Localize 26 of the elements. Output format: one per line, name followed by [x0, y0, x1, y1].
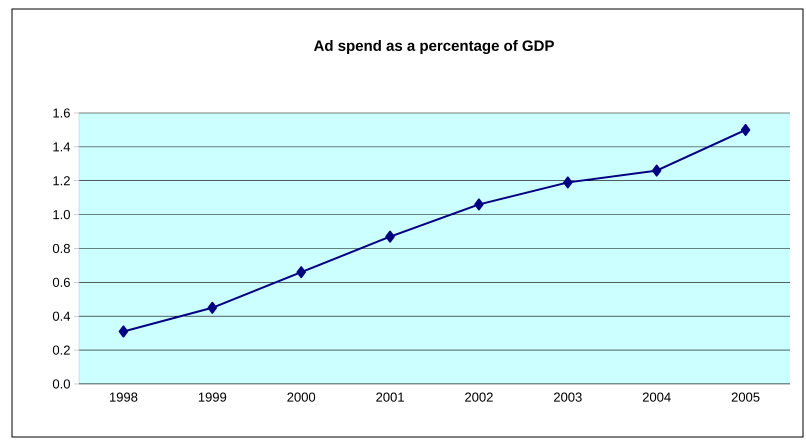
y-tick-label: 0.2 [52, 346, 70, 355]
y-tick-label: 0.6 [52, 278, 70, 287]
x-tick-label: 1998 [110, 392, 138, 402]
x-tick-label: 2003 [554, 392, 582, 402]
y-tick-label: 1.0 [53, 210, 70, 220]
point [740, 124, 750, 136]
point [208, 302, 218, 314]
x-tick-label: 2002 [465, 392, 493, 402]
y-tick-label: 1.4 [53, 142, 70, 152]
point [296, 266, 306, 278]
x-tick-label: 2000 [287, 392, 316, 402]
y-tick-label: 1.6 [53, 108, 70, 118]
x-tick-label: 1999 [198, 392, 226, 402]
chart-title: Ad spend as a percentage of GDP [314, 40, 554, 54]
y-tick-label: 0.0 [52, 379, 70, 389]
point [474, 198, 484, 210]
point [118, 325, 128, 338]
x-tick-label: 2005 [732, 392, 760, 402]
point [563, 176, 573, 188]
x-tick-label: 2004 [642, 392, 671, 402]
y-tick-label: 0.8 [52, 244, 70, 254]
point [652, 164, 662, 177]
y-tick-label: 0.4 [52, 312, 70, 321]
point [385, 230, 395, 243]
x-tick-label: 2001 [376, 392, 404, 402]
y-tick-label: 1.2 [53, 176, 70, 186]
